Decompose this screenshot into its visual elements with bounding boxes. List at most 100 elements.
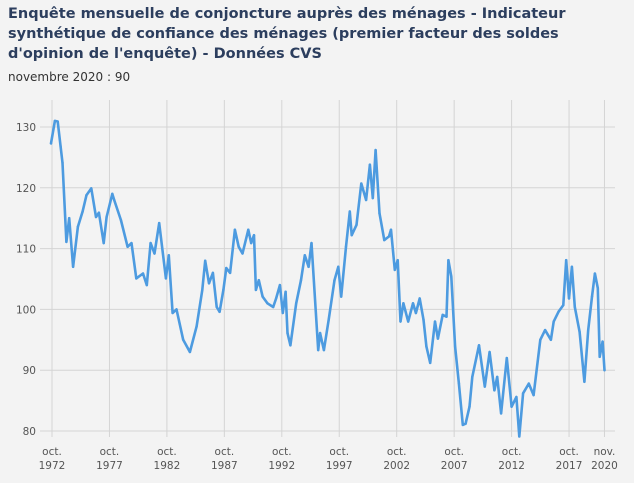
data-point: [316, 348, 320, 352]
data-point: [233, 228, 237, 231]
data-point: [71, 265, 75, 269]
data-point: [468, 405, 471, 408]
data-point: [364, 198, 368, 202]
data-point: [322, 348, 326, 352]
x-tick-label: 1982: [154, 460, 181, 472]
data-point: [371, 196, 374, 200]
latest-value-subtitle: novembre 2020 : 90: [8, 70, 131, 84]
data-point: [557, 310, 560, 314]
x-tick-label: oct.: [559, 446, 579, 458]
data-point: [539, 338, 542, 341]
data-point: [286, 331, 289, 335]
data-point: [215, 305, 218, 309]
data-point: [583, 380, 586, 383]
x-tick-label: oct.: [444, 446, 464, 458]
data-point: [241, 252, 244, 255]
data-point: [119, 218, 123, 222]
data-point: [471, 375, 474, 379]
data-point: [111, 192, 114, 196]
data-point: [406, 320, 410, 323]
data-point: [564, 258, 568, 262]
data-point: [532, 393, 535, 397]
data-point: [389, 228, 393, 231]
data-point: [299, 279, 303, 282]
data-point: [113, 198, 116, 202]
data-point: [598, 355, 601, 359]
data-point: [414, 311, 418, 315]
data-point: [344, 245, 348, 248]
data-point: [102, 241, 105, 245]
data-point: [195, 325, 198, 328]
data-point: [515, 395, 518, 399]
x-tick-label: oct.: [42, 446, 62, 458]
data-point: [271, 305, 275, 309]
data-point: [505, 356, 509, 360]
data-point: [310, 241, 313, 245]
data-point: [461, 423, 464, 427]
series: [49, 119, 606, 438]
x-tick-label: oct.: [157, 446, 177, 458]
data-point: [521, 392, 525, 395]
data-point: [450, 275, 453, 278]
x-tick-label: oct.: [215, 446, 235, 458]
data-point: [126, 245, 129, 248]
x-tick-label: 2020: [591, 460, 618, 472]
data-point: [175, 308, 178, 311]
x-tick-label: 2017: [556, 460, 583, 472]
x-tick-label: oct.: [387, 446, 407, 458]
data-point: [171, 311, 174, 315]
data-point: [593, 272, 597, 275]
data-point: [181, 338, 185, 341]
data-point: [53, 119, 57, 123]
data-point: [411, 302, 415, 305]
data-point: [396, 258, 399, 262]
data-point: [65, 240, 68, 244]
x-axis: oct. 1972 oct. 1977 oct. 1982 oct. 1987 oct. 1992…: [39, 446, 618, 472]
data-point: [368, 163, 372, 166]
y-tick-label: 110: [16, 244, 36, 256]
data-point: [207, 282, 211, 285]
data-point: [493, 389, 496, 392]
x-tick-label: oct.: [100, 446, 120, 458]
data-point: [603, 369, 606, 372]
data-point: [90, 187, 93, 190]
data-point: [457, 382, 461, 385]
data-point: [339, 295, 343, 298]
data-point: [164, 277, 168, 280]
data-point: [587, 328, 590, 332]
data-point: [274, 297, 278, 300]
data-point: [281, 311, 284, 315]
data-point: [567, 297, 571, 300]
data-point: [360, 182, 363, 185]
data-point: [303, 254, 306, 257]
data-point: [284, 290, 287, 293]
data-point: [441, 313, 444, 317]
data-point: [257, 279, 261, 282]
data-point: [204, 259, 207, 262]
x-tick-label: nov.: [594, 446, 616, 458]
data-point: [483, 385, 486, 388]
data-point: [496, 375, 499, 379]
data-point: [130, 241, 133, 245]
data-point: [387, 235, 391, 238]
data-point: [488, 350, 491, 354]
data-point: [552, 320, 555, 323]
data-point: [374, 148, 377, 152]
gridlines: [40, 100, 615, 437]
data-point: [97, 211, 101, 214]
data-point: [81, 210, 84, 213]
data-point: [399, 320, 402, 323]
data-point: [596, 286, 599, 290]
data-point: [68, 217, 71, 220]
data-point: [252, 234, 256, 237]
data-point: [445, 315, 448, 318]
data-point: [464, 422, 467, 425]
data-point: [59, 145, 62, 148]
data-point: [337, 265, 340, 269]
data-point: [289, 344, 292, 347]
x-tick-label: oct.: [502, 446, 522, 458]
data-point: [327, 318, 330, 321]
data-point: [266, 302, 269, 305]
data-point: [433, 320, 437, 323]
x-tick-label: 1977: [96, 460, 123, 472]
